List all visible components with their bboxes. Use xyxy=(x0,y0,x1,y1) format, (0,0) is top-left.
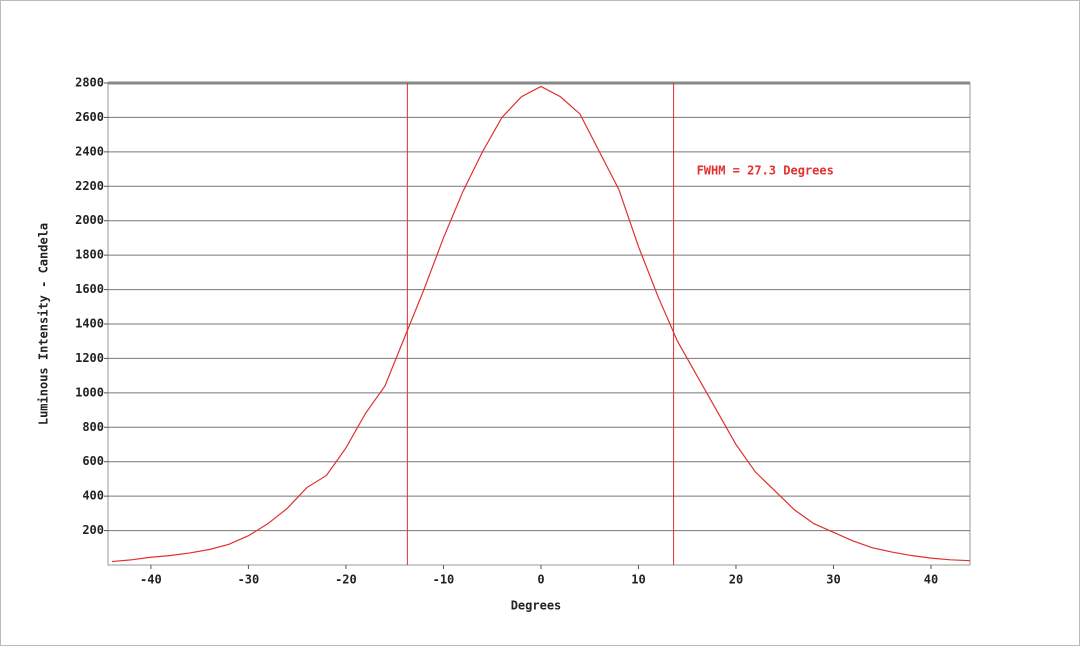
y-tick-label: 1400 xyxy=(75,317,104,331)
x-tick-label: 10 xyxy=(631,573,645,587)
x-tick-label: -40 xyxy=(140,573,162,587)
y-axis-label: Luminous Intensity - Candela xyxy=(37,223,51,425)
y-tick-label: 2400 xyxy=(75,144,104,158)
x-tick-label: 20 xyxy=(729,573,743,587)
y-tick-label: 1200 xyxy=(75,351,104,365)
x-tick-label: -10 xyxy=(433,573,455,587)
x-axis-label: Degrees xyxy=(511,599,562,613)
y-tick-label: 2000 xyxy=(75,213,104,227)
y-tick-label: 1800 xyxy=(75,248,104,262)
x-tick-label: 30 xyxy=(826,573,840,587)
y-tick-label: 1000 xyxy=(75,385,104,399)
x-tick-label: 40 xyxy=(924,573,938,587)
y-tick-label: 2800 xyxy=(75,76,104,90)
x-tick-label: -20 xyxy=(335,573,357,587)
y-tick-label: 200 xyxy=(82,523,104,537)
y-tick-label: 2200 xyxy=(75,179,104,193)
y-tick-label: 600 xyxy=(82,454,104,468)
y-tick-label: 2600 xyxy=(75,110,104,124)
x-tick-label: 0 xyxy=(537,573,544,587)
data-line xyxy=(111,85,971,563)
y-tick-label: 800 xyxy=(82,420,104,434)
y-tick-label: 400 xyxy=(82,489,104,503)
y-tick-label: 1600 xyxy=(75,282,104,296)
x-tick-label: -30 xyxy=(238,573,260,587)
annotation: FWHM = 27.3 Degrees xyxy=(697,164,834,178)
